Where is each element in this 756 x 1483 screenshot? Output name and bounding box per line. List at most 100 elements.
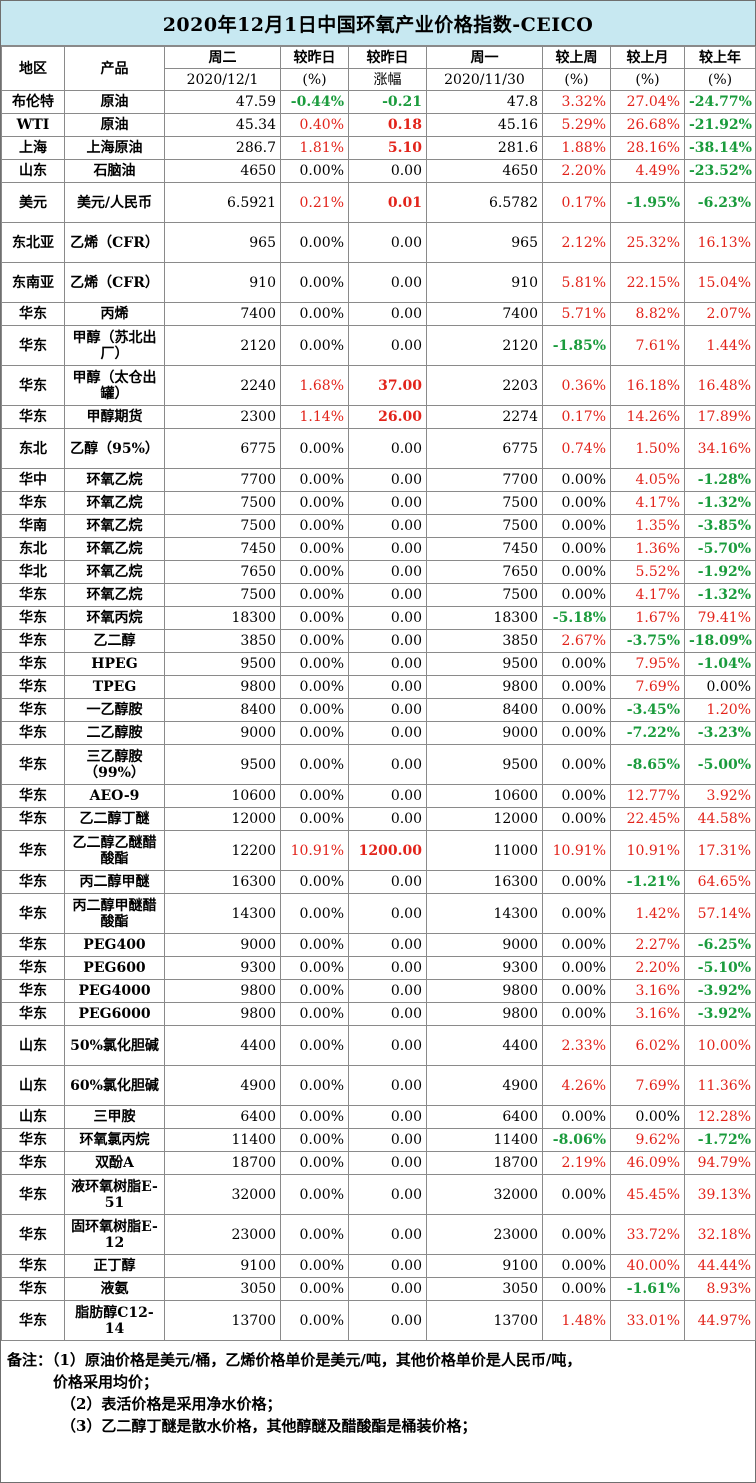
cell-day-change-pct: 0.00% xyxy=(280,1065,349,1106)
cell-day-change-pct: 0.00% xyxy=(280,514,349,538)
cell-month-change: 7.69% xyxy=(610,675,685,699)
cell-day-change-abs: 5.10 xyxy=(348,136,427,160)
cell-day-change-pct: 0.00% xyxy=(280,979,349,1003)
cell-day-change-pct: 0.40% xyxy=(280,113,349,137)
table-row: 华东 PEG6000 9800 0.00% 0.00 9800 0.00% 3.16% -3.9… xyxy=(1,1002,756,1026)
cell-day-change-abs: 0.00 xyxy=(348,302,427,326)
cell-monday-price: 6.5782 xyxy=(426,182,543,223)
cell-year-change: 12.28% xyxy=(684,1105,756,1129)
cell-week-change: -5.18% xyxy=(542,606,611,630)
cell-day-change-pct: 0.00% xyxy=(280,583,349,607)
cell-day-change-abs: 0.00 xyxy=(348,491,427,515)
cell-week-change: 4.26% xyxy=(542,1065,611,1106)
cell-day-change-abs: 0.00 xyxy=(348,1025,427,1066)
cell-year-change: 39.13% xyxy=(684,1174,756,1215)
cell-year-change: 64.65% xyxy=(684,870,756,894)
cell-day-change-pct: 0.00% xyxy=(280,1025,349,1066)
cell-year-change: 32.18% xyxy=(684,1214,756,1255)
cell-week-change: 0.00% xyxy=(542,956,611,980)
cell-year-change: 2.07% xyxy=(684,302,756,326)
cell-tuesday-price: 9100 xyxy=(164,1254,281,1278)
cell-product: 环氧乙烷 xyxy=(64,468,165,492)
cell-product: TPEG xyxy=(64,675,165,699)
cell-tuesday-price: 9000 xyxy=(164,933,281,957)
cell-month-change: 0.00% xyxy=(610,1105,685,1129)
cell-day-change-pct: 1.68% xyxy=(280,365,349,406)
cell-product: 原油 xyxy=(64,113,165,137)
cell-product: PEG4000 xyxy=(64,979,165,1003)
cell-day-change-abs: 1200.00 xyxy=(348,830,427,871)
cell-day-change-abs: 0.00 xyxy=(348,784,427,808)
cell-week-change: 1.48% xyxy=(542,1300,611,1341)
cell-region: 华东 xyxy=(1,956,65,980)
cell-year-change: -23.52% xyxy=(684,159,756,183)
table-row: 布伦特 原油 47.59 -0.44% -0.21 47.8 3.32% 27.04% -24.… xyxy=(1,90,756,114)
cell-day-change-abs: 0.00 xyxy=(348,583,427,607)
cell-year-change: -3.85% xyxy=(684,514,756,538)
cell-tuesday-price: 7650 xyxy=(164,560,281,584)
table-row: 华东 环氧氯丙烷 11400 0.00% 0.00 11400 -8.06% 9.62% -1.… xyxy=(1,1128,756,1152)
cell-product: 乙二醇 xyxy=(64,629,165,653)
cell-monday-price: 13700 xyxy=(426,1300,543,1341)
cell-week-change: 0.17% xyxy=(542,405,611,429)
cell-region: 华东 xyxy=(1,1214,65,1255)
cell-day-change-pct: 0.00% xyxy=(280,1002,349,1026)
table-row: 华东 丙烯 7400 0.00% 0.00 7400 5.71% 8.82% 2.07% xyxy=(1,302,756,326)
cell-region: 华东 xyxy=(1,744,65,785)
cell-day-change-abs: 0.00 xyxy=(348,1151,427,1175)
header-year: 较上年 xyxy=(684,46,756,69)
table-row: 华东 PEG4000 9800 0.00% 0.00 9800 0.00% 3.16% -3.9… xyxy=(1,979,756,1003)
cell-day-change-abs: 0.00 xyxy=(348,1300,427,1341)
cell-week-change: 0.00% xyxy=(542,652,611,676)
cell-year-change: -5.10% xyxy=(684,956,756,980)
cell-tuesday-price: 23000 xyxy=(164,1214,281,1255)
cell-product: 丙烯 xyxy=(64,302,165,326)
cell-monday-price: 7700 xyxy=(426,468,543,492)
cell-month-change: 22.15% xyxy=(610,262,685,303)
cell-product: 丙二醇甲醚 xyxy=(64,870,165,894)
cell-product: 美元/人民币 xyxy=(64,182,165,223)
cell-product: 甲醇（太仓出罐） xyxy=(64,365,165,406)
cell-tuesday-price: 9800 xyxy=(164,675,281,699)
cell-month-change: 9.62% xyxy=(610,1128,685,1152)
cell-monday-price: 7450 xyxy=(426,537,543,561)
table-row: 山东 60%氯化胆碱 4900 0.00% 0.00 4900 4.26% 7.69% 11.3… xyxy=(1,1065,756,1106)
cell-product: PEG600 xyxy=(64,956,165,980)
cell-tuesday-price: 7400 xyxy=(164,302,281,326)
cell-tuesday-price: 12000 xyxy=(164,807,281,831)
header-month: 较上月 xyxy=(610,46,685,69)
cell-product: PEG400 xyxy=(64,933,165,957)
cell-day-change-abs: 0.00 xyxy=(348,325,427,366)
table-row: 华南 环氧乙烷 7500 0.00% 0.00 7500 0.00% 1.35% -3.85% xyxy=(1,514,756,538)
table-row: 华东 丙二醇甲醚醋酸酯 14300 0.00% 0.00 14300 0.00% 1.42% 5… xyxy=(1,893,756,934)
cell-day-change-abs: 0.00 xyxy=(348,893,427,934)
cell-day-change-pct: 0.00% xyxy=(280,1151,349,1175)
cell-day-change-pct: 0.00% xyxy=(280,956,349,980)
cell-day-change-pct: 0.00% xyxy=(280,428,349,469)
cell-region: 华东 xyxy=(1,325,65,366)
cell-monday-price: 6400 xyxy=(426,1105,543,1129)
cell-tuesday-price: 6.5921 xyxy=(164,182,281,223)
cell-month-change: -8.65% xyxy=(610,744,685,785)
cell-monday-price: 281.6 xyxy=(426,136,543,160)
cell-monday-price: 9000 xyxy=(426,933,543,957)
cell-year-change: 57.14% xyxy=(684,893,756,934)
table-row: 东南亚 乙烯（CFR） 910 0.00% 0.00 910 5.81% 22.15% 15.0… xyxy=(1,262,756,303)
cell-year-change: 10.00% xyxy=(684,1025,756,1066)
cell-monday-price: 3050 xyxy=(426,1277,543,1301)
cell-day-change-pct: 0.21% xyxy=(280,182,349,223)
table-row: 上海 上海原油 286.7 1.81% 5.10 281.6 1.88% 28.16% -38.… xyxy=(1,136,756,160)
cell-week-change: 0.74% xyxy=(542,428,611,469)
cell-month-change: 16.18% xyxy=(610,365,685,406)
cell-tuesday-price: 4900 xyxy=(164,1065,281,1106)
cell-tuesday-price: 3850 xyxy=(164,629,281,653)
cell-region: 华东 xyxy=(1,629,65,653)
cell-month-change: -1.21% xyxy=(610,870,685,894)
cell-region: 华东 xyxy=(1,302,65,326)
cell-month-change: -1.61% xyxy=(610,1277,685,1301)
table-row: 华东 乙二醇 3850 0.00% 0.00 3850 2.67% -3.75% -18.09% xyxy=(1,629,756,653)
cell-tuesday-price: 14300 xyxy=(164,893,281,934)
cell-month-change: 22.45% xyxy=(610,807,685,831)
cell-tuesday-price: 6775 xyxy=(164,428,281,469)
cell-week-change: 0.00% xyxy=(542,1254,611,1278)
